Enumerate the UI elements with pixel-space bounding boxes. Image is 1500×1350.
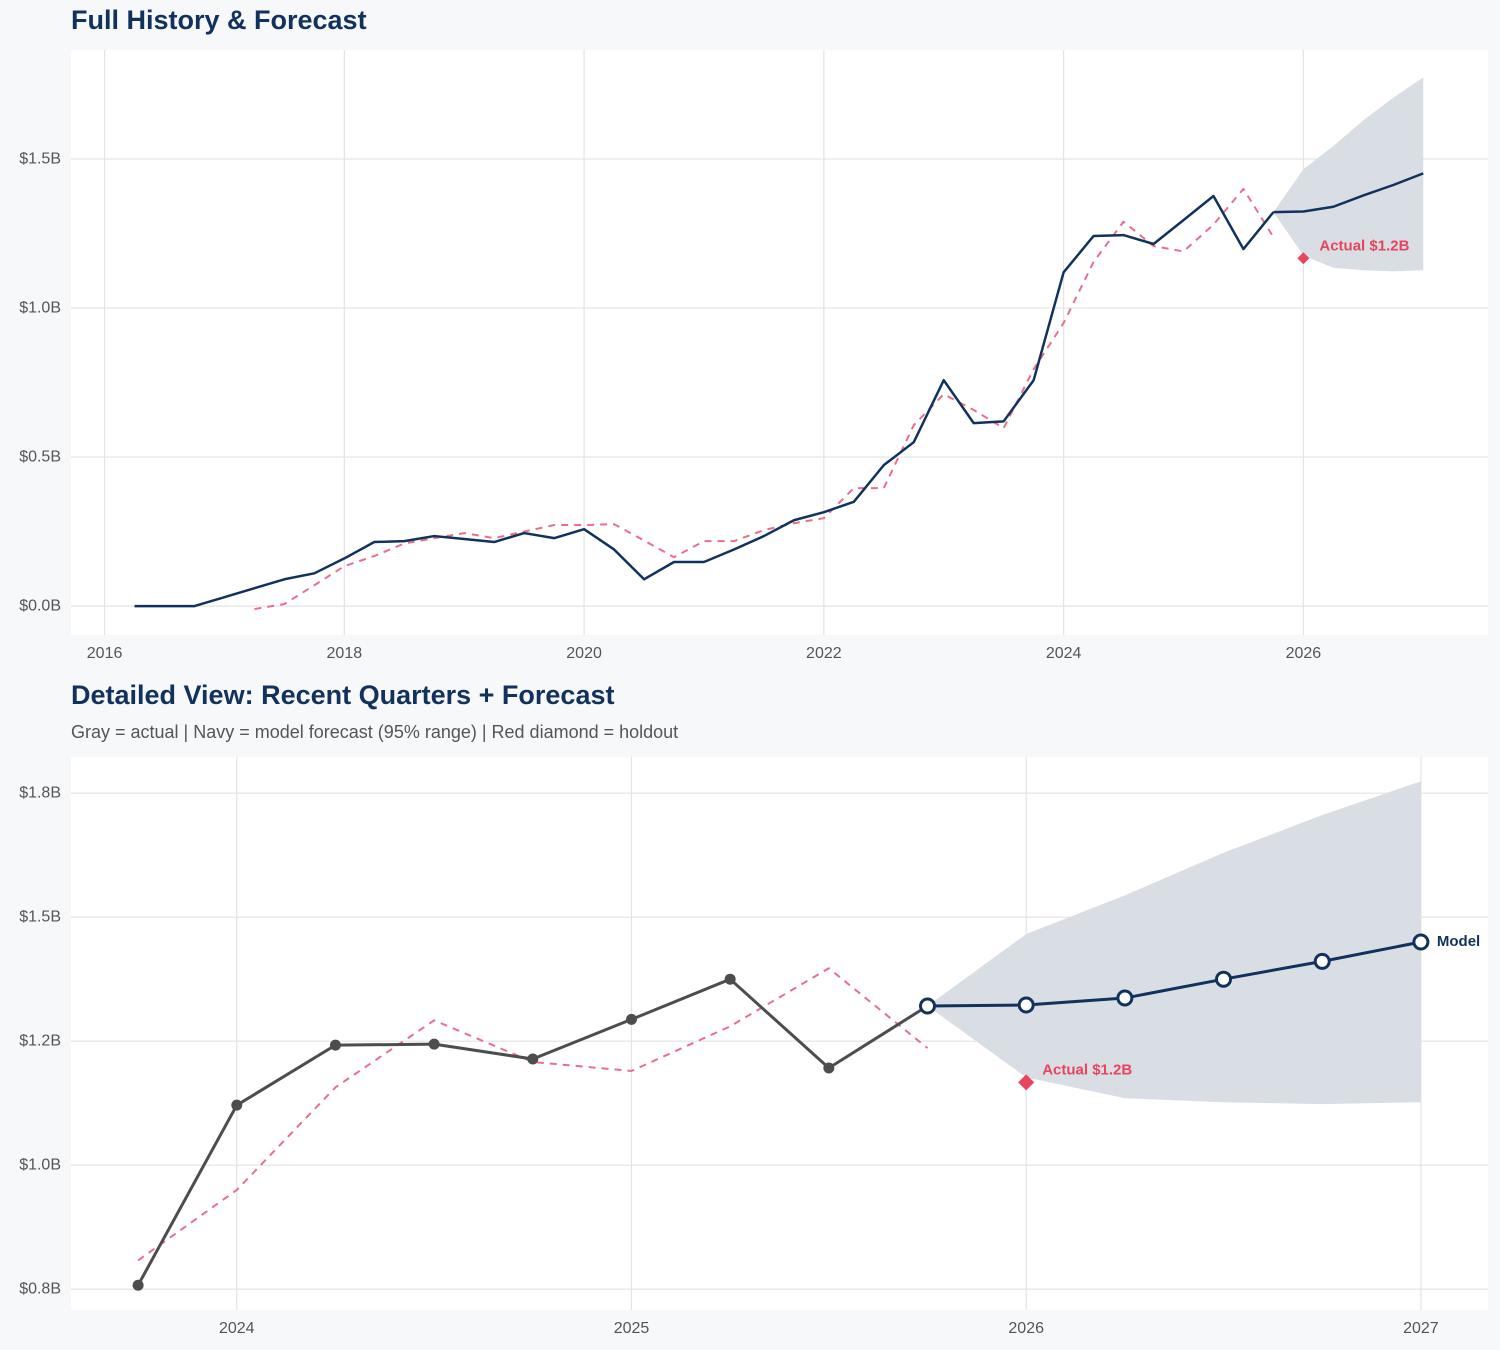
series-label: Actual $1.2B [1042,1061,1132,1078]
data-point [132,1279,144,1291]
forecast-band [927,781,1421,1105]
chart-title: Detailed View: Recent Quarters + Forecas… [71,680,614,710]
plot-area [71,50,1488,635]
forecast-point [1412,933,1430,951]
x-tick-label: 2027 [1403,1320,1439,1337]
x-tick-label: 2025 [614,1320,650,1337]
series-label: Actual $1.2B [1319,237,1409,254]
y-tick-label: $1.8B [19,784,61,801]
forecast-point [919,997,937,1015]
x-tick-label: 2026 [1286,645,1322,662]
series-line [1273,172,1424,214]
x-tick-label: 2024 [1046,645,1082,662]
holdout-point [1297,252,1310,265]
forecast-band [1273,77,1424,272]
chart-subtitle: Gray = actual | Navy = model forecast (9… [71,722,678,742]
x-tick-label: 2024 [219,1320,255,1337]
series-line [254,187,1275,611]
forecast-point [1017,996,1035,1014]
x-tick-label: 2016 [87,645,123,662]
y-tick-label: $1.0B [19,1156,61,1173]
x-tick-label: 2022 [806,645,842,662]
x-tick-label: 2018 [327,645,363,662]
data-point [329,1039,341,1051]
data-point [625,1013,637,1025]
series-line [137,967,929,1262]
data-point [428,1038,440,1050]
forecast-point [1116,989,1134,1007]
x-tick-label: 2020 [566,645,602,662]
data-point [724,973,736,985]
y-tick-label: $1.5B [19,150,61,167]
x-tick-label: 2026 [1008,1320,1044,1337]
data-point [823,1062,835,1074]
y-tick-label: $0.5B [19,448,61,465]
y-tick-label: $1.5B [19,908,61,925]
series-label: Model [1437,933,1480,950]
chart-title: Full History & Forecast [71,5,367,35]
series-line [927,940,1422,1008]
data-point [231,1099,243,1111]
y-tick-label: $0.0B [19,597,61,614]
y-tick-label: $1.0B [19,299,61,316]
y-tick-label: $1.2B [19,1032,61,1049]
data-point [527,1053,539,1065]
forecast-point [1215,970,1233,988]
series-line [134,194,1275,608]
holdout-point [1018,1074,1035,1091]
y-tick-label: $0.8B [19,1280,61,1297]
forecast-point [1313,952,1331,970]
